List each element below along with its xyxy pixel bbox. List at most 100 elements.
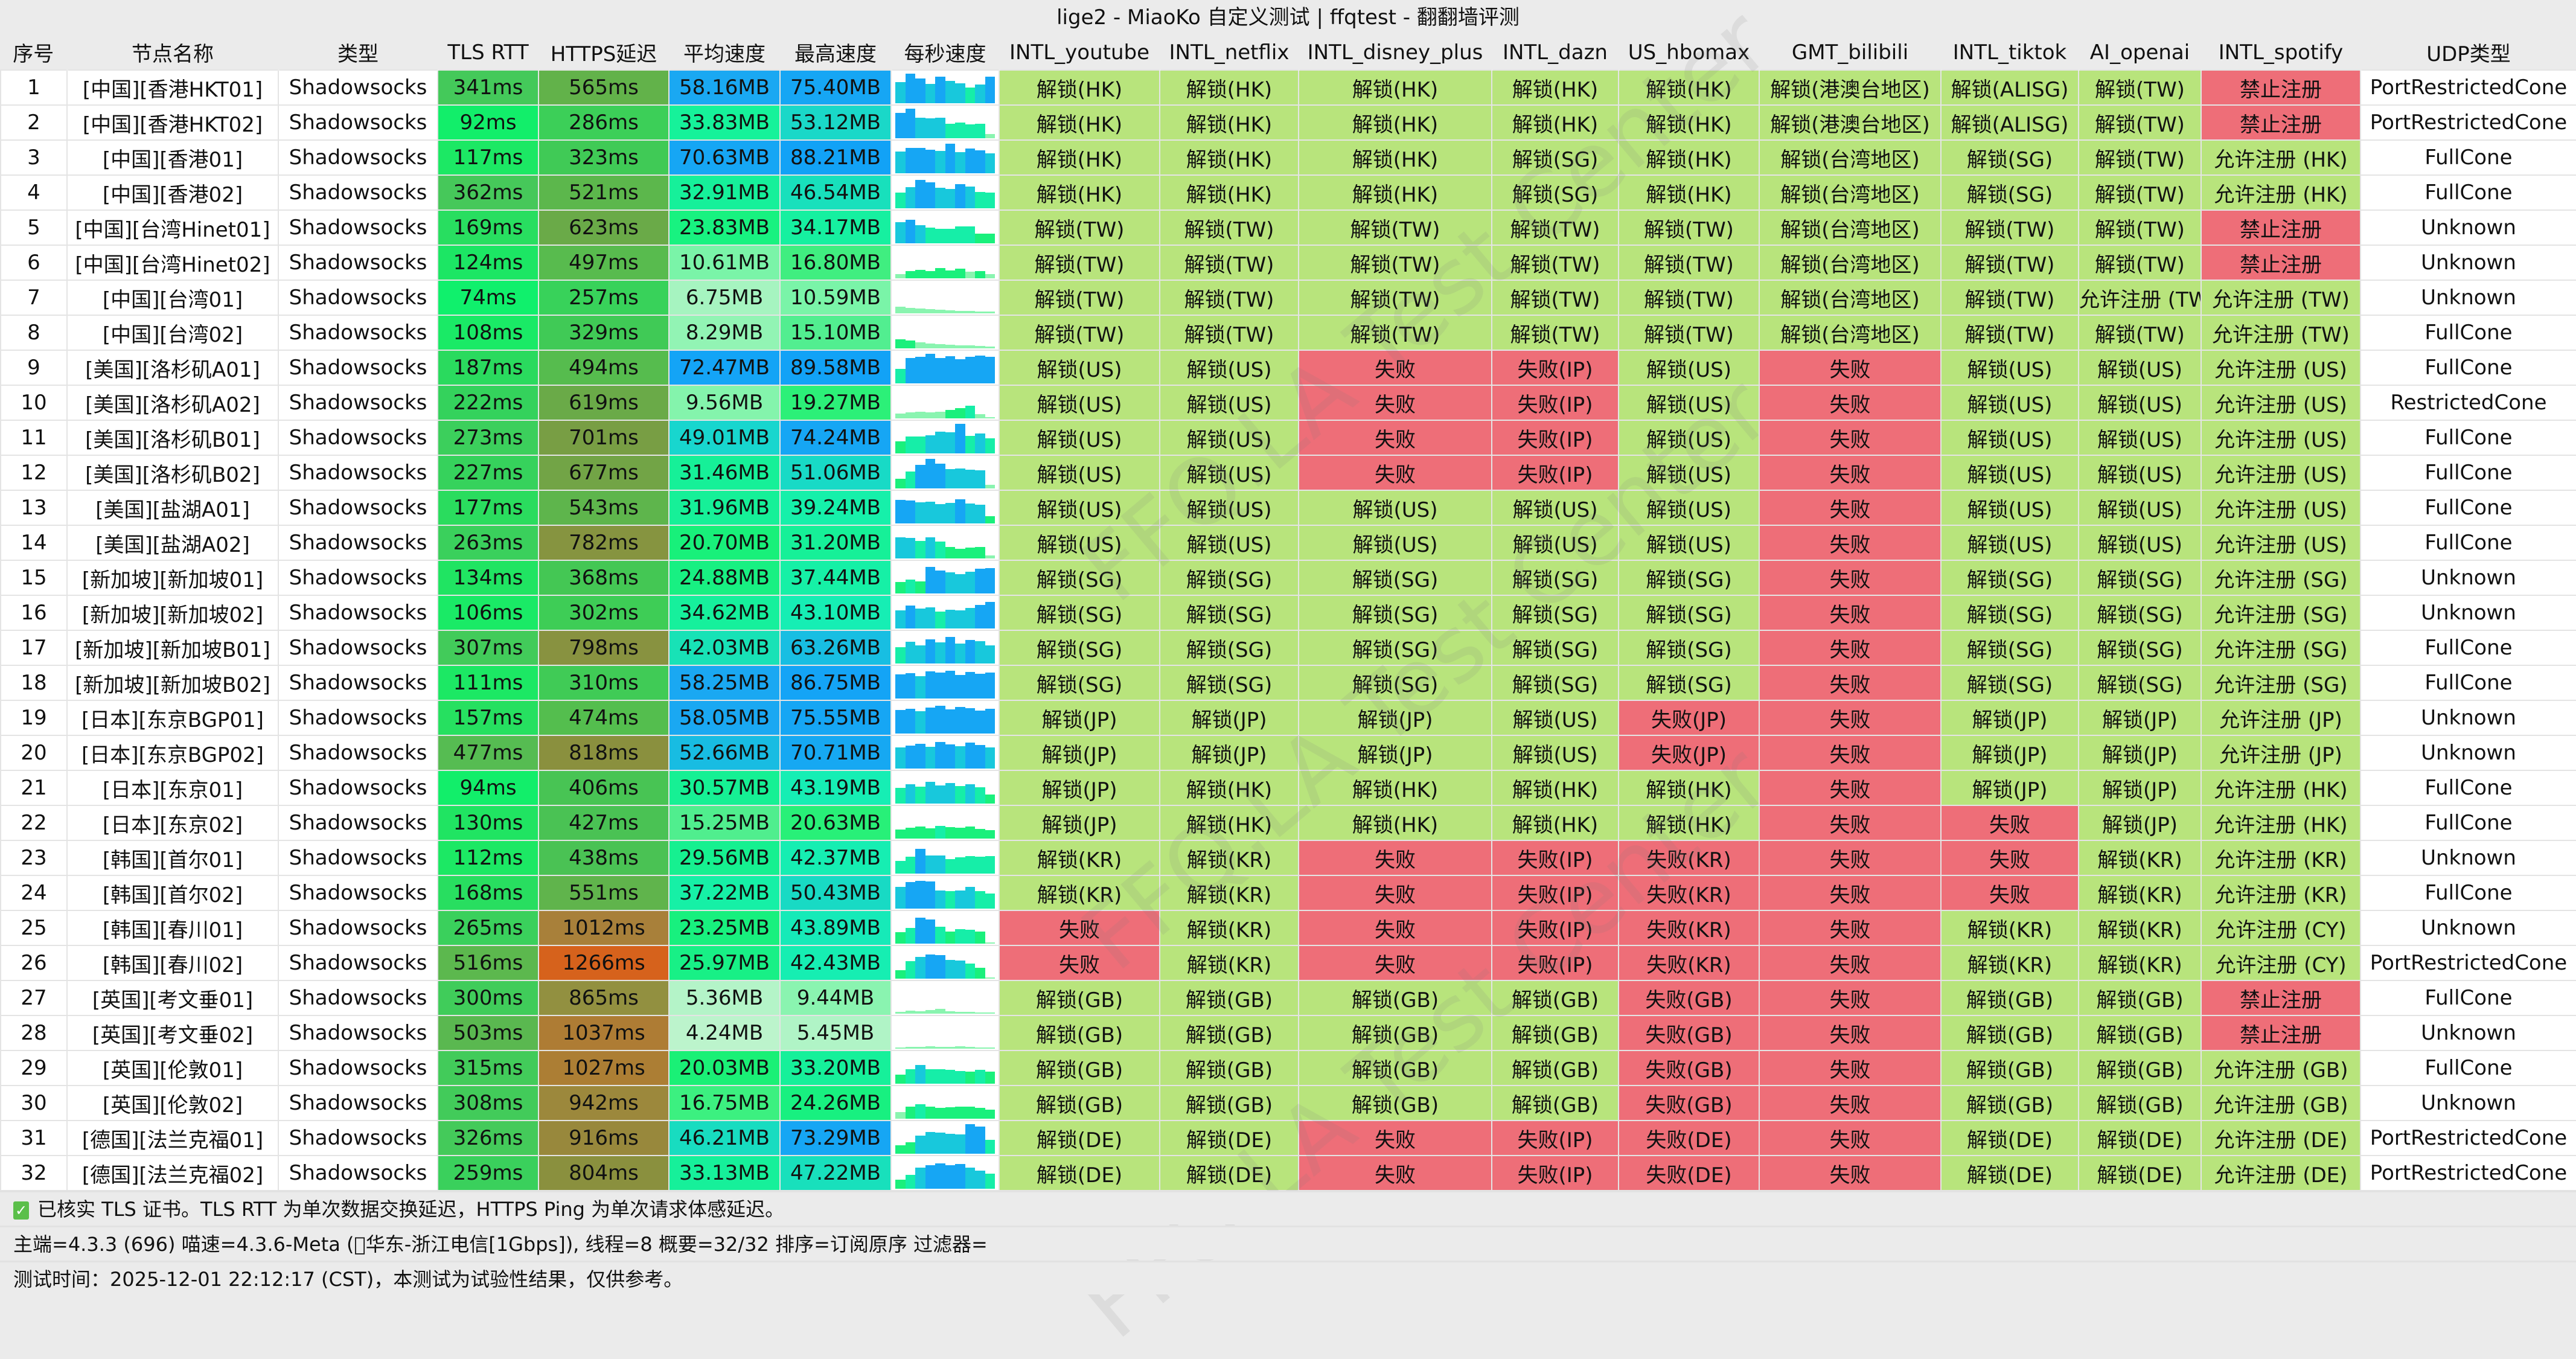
unlock-dazn: 解锁(SG) xyxy=(1491,630,1619,666)
row-index: 7 xyxy=(0,280,68,316)
unlock-netflix: 解锁(HK) xyxy=(1159,104,1299,141)
column-header[interactable]: 最高速度 xyxy=(780,35,892,70)
speed-bar xyxy=(975,547,985,558)
speed-bar xyxy=(965,964,975,979)
column-header[interactable]: INTL_spotify xyxy=(2201,35,2362,70)
column-header[interactable]: TLS RTT xyxy=(438,35,540,70)
table-row[interactable]: 9 [美国][洛杉矶A01] Shadowsocks 187ms 494ms 72.47M… xyxy=(0,350,2576,386)
node-name: [德国][法兰克福02] xyxy=(66,1155,279,1191)
unlock-dazn: 解锁(TW) xyxy=(1491,315,1619,351)
unlock-netflix: 解锁(DE) xyxy=(1159,1155,1299,1191)
table-row[interactable]: 28 [英国][考文垂02] Shadowsocks 503ms 1037ms 4.24M… xyxy=(0,1015,2576,1051)
table-row[interactable]: 21 [日本][东京01] Shadowsocks 94ms 406ms 30.57MB 4… xyxy=(0,770,2576,806)
column-header[interactable]: AI_openai xyxy=(2079,35,2202,70)
unlock-youtube: 解锁(HK) xyxy=(999,139,1160,176)
column-header[interactable]: GMT_bilibili xyxy=(1759,35,1942,70)
column-header[interactable]: INTL_netflix xyxy=(1160,35,1300,70)
table-row[interactable]: 13 [美国][盐湖A01] Shadowsocks 177ms 543ms 31.96M… xyxy=(0,490,2576,526)
table-row[interactable]: 15 [新加坡][新加坡01] Shadowsocks 134ms 368ms 24.88… xyxy=(0,560,2576,596)
footer-test-time: 测试时间：2025-12-01 22:12:17 (CST)，本测试为试验性结果… xyxy=(0,1261,2576,1294)
speed-bar xyxy=(905,1069,915,1084)
table-row[interactable]: 12 [美国][洛杉矶B02] Shadowsocks 227ms 677ms 31.46… xyxy=(0,455,2576,491)
max-speed: 20.63MB xyxy=(779,805,892,841)
table-row[interactable]: 20 [日本][东京BGP02] Shadowsocks 477ms 818ms 52.6… xyxy=(0,735,2576,771)
unlock-tiktok: 解锁(JP) xyxy=(1940,770,2079,806)
table-row[interactable]: 22 [日本][东京02] Shadowsocks 130ms 427ms 15.25MB… xyxy=(0,805,2576,841)
table-row[interactable]: 27 [英国][考文垂01] Shadowsocks 300ms 865ms 5.36MB… xyxy=(0,980,2576,1016)
table-row[interactable]: 16 [新加坡][新加坡02] Shadowsocks 106ms 302ms 34.62… xyxy=(0,595,2576,631)
table-row[interactable]: 29 [英国][伦敦01] Shadowsocks 315ms 1027ms 20.03M… xyxy=(0,1050,2576,1086)
unlock-hbomax: 失败(JP) xyxy=(1618,700,1760,736)
column-header[interactable]: INTL_disney_plus xyxy=(1299,35,1493,70)
column-header[interactable]: 节点名称 xyxy=(67,35,280,70)
column-header[interactable]: US_hbomax xyxy=(1619,35,1760,70)
max-speed: 37.44MB xyxy=(779,560,892,596)
table-row[interactable]: 23 [韩国][首尔01] Shadowsocks 112ms 438ms 29.56MB… xyxy=(0,840,2576,876)
table-row[interactable]: 19 [日本][东京BGP01] Shadowsocks 157ms 474ms 58.0… xyxy=(0,700,2576,736)
table-row[interactable]: 18 [新加坡][新加坡B02] Shadowsocks 111ms 310ms 58.2… xyxy=(0,665,2576,701)
unlock-hbomax: 解锁(SG) xyxy=(1618,630,1760,666)
max-speed: 63.26MB xyxy=(779,630,892,666)
tls-rtt: 168ms xyxy=(437,875,539,911)
unlock-dazn: 解锁(SG) xyxy=(1491,560,1619,596)
column-header[interactable]: INTL_tiktok xyxy=(1941,35,2080,70)
tls-rtt: 326ms xyxy=(437,1120,539,1156)
column-header[interactable]: INTL_dazn xyxy=(1492,35,1620,70)
speed-bar xyxy=(915,881,925,909)
column-header[interactable]: 序号 xyxy=(1,35,68,70)
table-row[interactable]: 8 [中国][台湾02] Shadowsocks 108ms 329ms 8.29MB 15… xyxy=(0,315,2576,351)
node-type: Shadowsocks xyxy=(278,174,438,211)
speed-bar xyxy=(925,83,935,103)
table-row[interactable]: 30 [英国][伦敦02] Shadowsocks 308ms 942ms 16.75MB… xyxy=(0,1085,2576,1121)
table-row[interactable]: 31 [德国][法兰克福01] Shadowsocks 326ms 916ms 46.21… xyxy=(0,1120,2576,1156)
node-type: Shadowsocks xyxy=(278,455,438,491)
table-row[interactable]: 1 [中国][香港HKT01] Shadowsocks 341ms 565ms 58.16… xyxy=(0,69,2576,106)
table-row[interactable]: 6 [中国][台湾Hinet02] Shadowsocks 124ms 497ms 10.… xyxy=(0,245,2576,281)
tls-rtt: 273ms xyxy=(437,420,539,456)
column-header[interactable]: HTTPS延迟 xyxy=(539,35,670,70)
speed-bar xyxy=(905,961,915,979)
node-name: [韩国][春川01] xyxy=(66,910,279,946)
speed-bar xyxy=(955,746,965,769)
table-row[interactable]: 11 [美国][洛杉矶B01] Shadowsocks 273ms 701ms 49.01… xyxy=(0,420,2576,456)
table-row[interactable]: 26 [韩国][春川02] Shadowsocks 516ms 1266ms 25.97M… xyxy=(0,945,2576,981)
avg-speed: 52.66MB xyxy=(668,735,781,771)
column-header[interactable]: 平均速度 xyxy=(669,35,781,70)
table-row[interactable]: 2 [中国][香港HKT02] Shadowsocks 92ms 286ms 33.83M… xyxy=(0,104,2576,141)
udp-type: FullCone xyxy=(2360,770,2576,806)
table-row[interactable]: 7 [中国][台湾01] Shadowsocks 74ms 257ms 6.75MB 10.… xyxy=(0,280,2576,316)
column-header[interactable]: 类型 xyxy=(278,35,439,70)
unlock-bilibili: 失败 xyxy=(1759,1120,1942,1156)
speed-bar xyxy=(895,1145,906,1154)
column-header[interactable]: 每秒速度 xyxy=(891,35,1000,70)
speed-bar xyxy=(945,188,955,208)
table-row[interactable]: 4 [中国][香港02] Shadowsocks 362ms 521ms 32.91MB 4… xyxy=(0,174,2576,211)
table-row[interactable]: 14 [美国][盐湖A02] Shadowsocks 263ms 782ms 20.70M… xyxy=(0,525,2576,561)
speed-bar xyxy=(945,637,955,664)
speed-bar xyxy=(955,83,965,103)
column-header[interactable]: UDP类型 xyxy=(2360,35,2576,70)
table-row[interactable]: 24 [韩国][首尔02] Shadowsocks 168ms 551ms 37.22MB… xyxy=(0,875,2576,911)
unlock-bilibili: 失败 xyxy=(1759,910,1942,946)
unlock-hbomax: 解锁(TW) xyxy=(1618,280,1760,316)
table-row[interactable]: 3 [中国][香港01] Shadowsocks 117ms 323ms 70.63MB 8… xyxy=(0,139,2576,176)
table-row[interactable]: 10 [美国][洛杉矶A02] Shadowsocks 222ms 619ms 9.56M… xyxy=(0,385,2576,421)
per-second-speed-sparkline xyxy=(890,1085,1000,1121)
unlock-openai: 解锁(US) xyxy=(2078,350,2202,386)
speed-bar xyxy=(935,77,945,103)
speed-bar xyxy=(985,795,995,804)
table-row[interactable]: 5 [中国][台湾Hinet01] Shadowsocks 169ms 623ms 23.… xyxy=(0,209,2576,246)
speed-bar xyxy=(955,408,965,418)
max-speed: 53.12MB xyxy=(779,104,892,141)
speed-bar xyxy=(975,433,985,453)
speed-bar xyxy=(985,673,995,699)
column-header[interactable]: INTL_youtube xyxy=(999,35,1161,70)
speed-bar xyxy=(935,826,945,839)
table-row[interactable]: 17 [新加坡][新加坡B01] Shadowsocks 307ms 798ms 42.0… xyxy=(0,630,2576,666)
speed-bar xyxy=(915,412,925,418)
tls-rtt: 134ms xyxy=(437,560,539,596)
table-row[interactable]: 32 [德国][法兰克福02] Shadowsocks 259ms 804ms 33.13… xyxy=(0,1155,2576,1191)
speed-bar xyxy=(925,459,935,488)
node-type: Shadowsocks xyxy=(278,560,438,596)
table-row[interactable]: 25 [韩国][春川01] Shadowsocks 265ms 1012ms 23.25M… xyxy=(0,910,2576,946)
